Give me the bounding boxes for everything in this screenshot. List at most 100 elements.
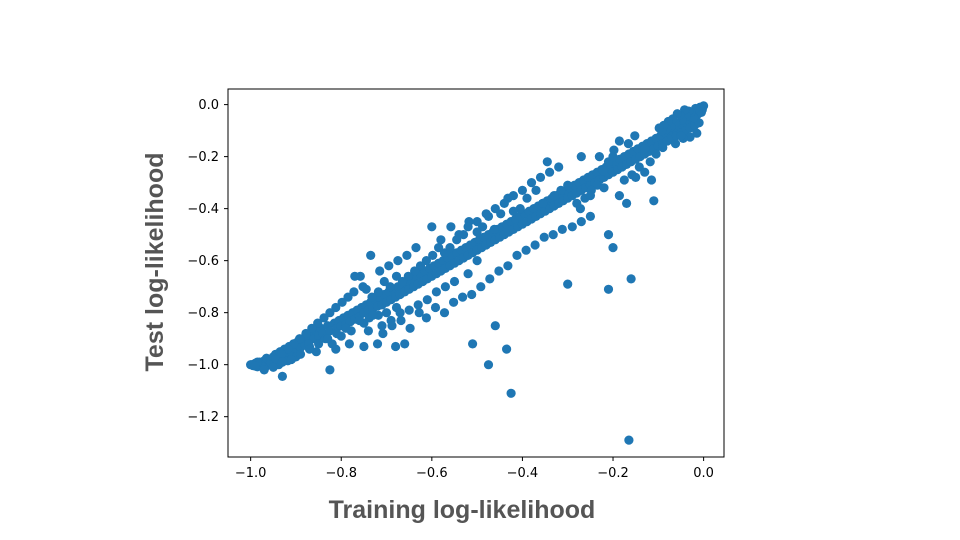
data-point: [676, 131, 686, 141]
data-point: [400, 339, 410, 349]
x-tick-label: −0.4: [507, 466, 539, 481]
data-point: [549, 191, 559, 201]
data-point: [548, 230, 558, 240]
data-point: [535, 172, 546, 182]
data-point: [410, 266, 420, 276]
data-point: [277, 357, 287, 367]
data-point: [434, 243, 444, 253]
plot-frame: [227, 88, 725, 458]
data-point: [276, 349, 287, 359]
data-point: [472, 217, 482, 227]
data-point: [599, 183, 609, 193]
data-point: [658, 142, 668, 153]
data-point: [454, 230, 464, 240]
data-point: [670, 139, 681, 149]
data-point: [594, 152, 605, 162]
data-point: [476, 282, 486, 292]
x-tick-label: 0.0: [693, 466, 714, 481]
data-point: [490, 204, 500, 214]
data-point: [649, 196, 659, 206]
data-point: [567, 222, 577, 232]
data-point: [563, 279, 573, 289]
data-point: [421, 256, 431, 266]
x-tick-label: −0.8: [325, 466, 357, 481]
data-point: [651, 149, 661, 159]
data-point: [557, 224, 567, 234]
data-point: [626, 274, 636, 284]
data-point: [502, 344, 512, 354]
data-point: [608, 152, 618, 162]
data-point: [685, 132, 695, 142]
data-point: [414, 308, 424, 318]
data-point: [467, 289, 477, 300]
data-point: [436, 235, 446, 245]
data-point: [446, 222, 456, 232]
data-point: [603, 284, 614, 294]
data-point: [283, 344, 293, 354]
data-point: [422, 295, 432, 305]
data-point: [411, 243, 421, 253]
data-point: [485, 274, 495, 284]
data-point: [585, 211, 596, 221]
data-point: [354, 315, 364, 326]
data-point: [622, 198, 632, 208]
data-points: [246, 101, 709, 445]
data-point: [421, 313, 431, 323]
data-point: [449, 297, 459, 307]
data-point: [526, 178, 537, 188]
data-point: [295, 349, 306, 359]
data-point: [363, 326, 373, 336]
data-point: [319, 313, 329, 323]
data-point: [277, 371, 287, 381]
data-point: [646, 175, 657, 185]
data-point: [384, 261, 394, 271]
data-point: [413, 300, 423, 310]
data-point: [379, 276, 389, 287]
data-point: [623, 139, 634, 149]
data-point: [508, 191, 518, 201]
data-point: [350, 271, 360, 281]
data-point: [640, 144, 650, 154]
data-point: [463, 269, 473, 279]
data-point: [556, 185, 566, 195]
data-point: [490, 321, 500, 331]
data-point: [397, 276, 407, 287]
y-tick-label: 0.0: [198, 98, 219, 113]
data-point: [378, 328, 388, 339]
data-point: [304, 344, 315, 354]
data-point: [608, 243, 618, 253]
data-point: [268, 362, 278, 372]
data-point: [472, 256, 482, 266]
data-point: [341, 323, 351, 333]
data-point: [368, 310, 378, 320]
data-point: [631, 172, 641, 182]
y-tick-label: −1.2: [187, 410, 219, 425]
x-tick-label: −0.2: [597, 466, 629, 481]
data-point: [542, 157, 552, 167]
data-point: [440, 282, 450, 292]
data-point: [367, 292, 377, 302]
data-point: [430, 302, 441, 313]
data-point: [332, 328, 342, 339]
data-point: [314, 339, 324, 349]
data-point: [522, 193, 532, 203]
data-point: [307, 323, 317, 333]
data-point: [393, 256, 403, 266]
data-point: [359, 341, 369, 352]
data-point: [619, 175, 629, 185]
data-point: [449, 276, 460, 287]
data-point: [503, 261, 513, 271]
y-axis-title: Test log-likelihood: [141, 153, 169, 372]
data-point: [468, 339, 478, 349]
data-point: [576, 152, 586, 162]
data-point: [402, 250, 412, 260]
data-point: [331, 344, 341, 354]
data-point: [640, 167, 650, 177]
data-point: [439, 308, 450, 318]
data-point: [630, 131, 640, 141]
data-point: [381, 308, 392, 318]
data-point: [343, 292, 353, 302]
data-point: [458, 292, 468, 302]
data-point: [489, 224, 499, 234]
data-point: [483, 360, 494, 370]
